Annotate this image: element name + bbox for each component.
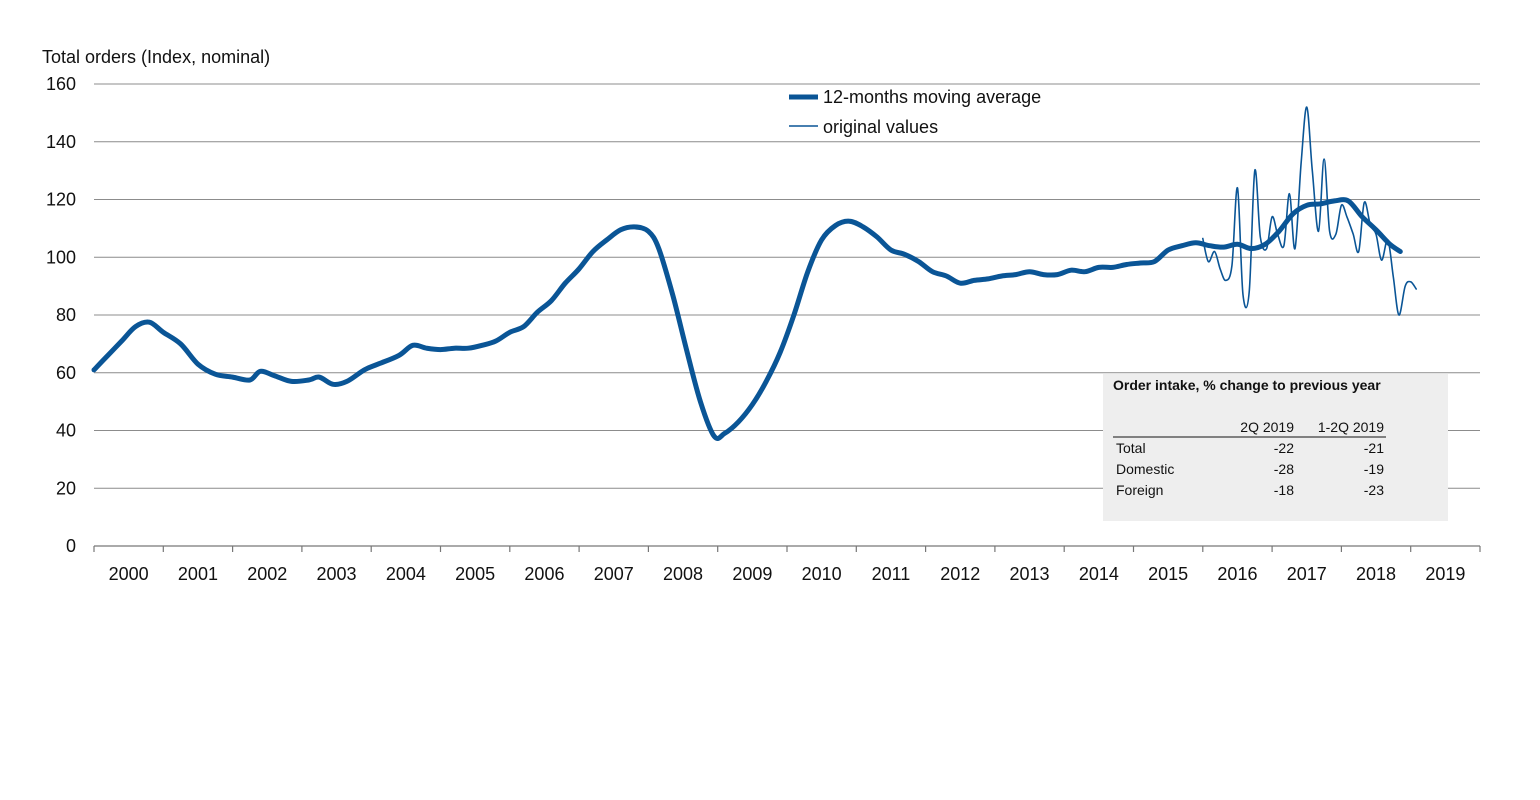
inset-row-label-total: Total xyxy=(1116,440,1146,456)
x-axis: 2000 2001 2002 2003 2004 2005 2006 2007 2008 2009… xyxy=(93,545,1481,584)
y-tick-label-100: 100 xyxy=(46,247,76,267)
x-tick-label-2002: 2002 xyxy=(247,564,287,584)
x-tick-label-2008: 2008 xyxy=(663,564,703,584)
series-layer xyxy=(91,106,1417,441)
inset-table-background xyxy=(1103,374,1448,521)
x-tick-label-2018: 2018 xyxy=(1356,564,1396,584)
y-axis-label: Total orders (Index, nominal) xyxy=(42,47,270,67)
inset-row-foreign-2q2019: -18 xyxy=(1274,482,1294,498)
x-tick-label-2014: 2014 xyxy=(1079,564,1119,584)
x-tick-label-2015: 2015 xyxy=(1148,564,1188,584)
series-line-original-values xyxy=(1202,106,1417,316)
inset-table: Order intake, % change to previous year … xyxy=(1103,374,1448,521)
legend-label-moving-average: 12-months moving average xyxy=(823,87,1041,107)
inset-row-label-domestic: Domestic xyxy=(1116,461,1174,477)
x-tick-label-2001: 2001 xyxy=(178,564,218,584)
inset-col-header-2q2019: 2Q 2019 xyxy=(1240,419,1294,435)
x-tick-label-2006: 2006 xyxy=(524,564,564,584)
x-tick-label-2019: 2019 xyxy=(1425,564,1465,584)
x-tick-label-2003: 2003 xyxy=(317,564,357,584)
legend: 12-months moving average original values xyxy=(789,87,1041,137)
inset-row-label-foreign: Foreign xyxy=(1116,482,1163,498)
inset-row-total-1-2q2019: -21 xyxy=(1364,440,1384,456)
y-tick-label-20: 20 xyxy=(56,478,76,498)
x-tick-label-2010: 2010 xyxy=(802,564,842,584)
y-axis-ticks: 0 20 40 60 80 100 120 140 160 xyxy=(46,74,76,556)
x-tick-label-2012: 2012 xyxy=(940,564,980,584)
inset-row-domestic-2q2019: -28 xyxy=(1274,461,1294,477)
grid-layer xyxy=(94,83,1480,489)
x-tick-label-2017: 2017 xyxy=(1287,564,1327,584)
y-tick-label-40: 40 xyxy=(56,421,76,441)
x-tick-label-2000: 2000 xyxy=(109,564,149,584)
y-tick-label-60: 60 xyxy=(56,363,76,383)
y-tick-label-120: 120 xyxy=(46,190,76,210)
x-tick-label-2005: 2005 xyxy=(455,564,495,584)
x-tick-label-2013: 2013 xyxy=(1010,564,1050,584)
legend-label-original-values: original values xyxy=(823,117,938,137)
x-tick-label-2007: 2007 xyxy=(594,564,634,584)
y-tick-label-0: 0 xyxy=(66,536,76,556)
inset-col-header-1-2q2019: 1-2Q 2019 xyxy=(1318,419,1384,435)
x-tick-label-2016: 2016 xyxy=(1217,564,1257,584)
y-tick-label-160: 160 xyxy=(46,74,76,94)
inset-row-total-2q2019: -22 xyxy=(1274,440,1294,456)
y-tick-label-80: 80 xyxy=(56,305,76,325)
x-tick-label-2009: 2009 xyxy=(732,564,772,584)
inset-row-domestic-1-2q2019: -19 xyxy=(1364,461,1384,477)
x-tick-label-2011: 2011 xyxy=(872,564,911,584)
y-tick-label-140: 140 xyxy=(46,132,76,152)
series-line-moving-average xyxy=(91,197,1403,441)
inset-row-foreign-1-2q2019: -23 xyxy=(1364,482,1384,498)
inset-table-title: Order intake, % change to previous year xyxy=(1113,377,1381,393)
x-tick-label-2004: 2004 xyxy=(386,564,426,584)
